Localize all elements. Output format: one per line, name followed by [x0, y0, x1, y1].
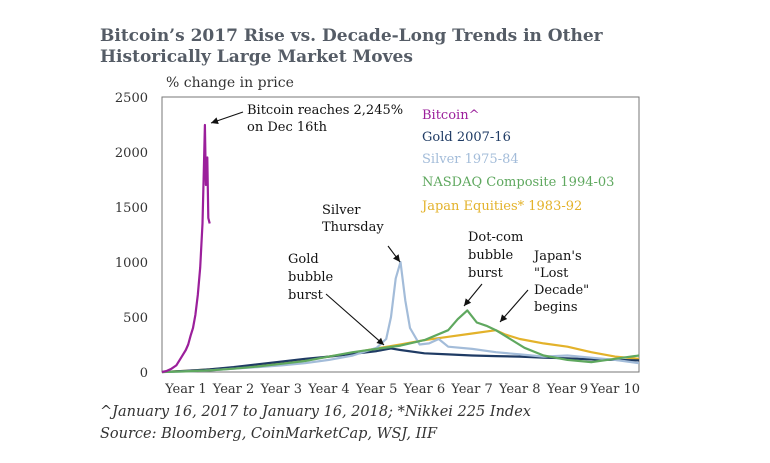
legend: Bitcoin^ Gold 2007-16 Silver 1975-84 NASDAQ… [420, 108, 614, 214]
annotation-text: burst [468, 266, 504, 281]
annotation-arrow [325, 293, 385, 346]
x-axis-ticks: Year 1 Year 2 Year 3 Year 4 Year 5 Year 6 Year… [164, 382, 640, 397]
y-tick-label: 2000 [115, 146, 148, 161]
annotation-arrowhead [393, 254, 400, 262]
annotation-arrowhead [376, 337, 384, 345]
annotation-text: Japan's [532, 249, 582, 264]
annotation-text: on Dec 16th [247, 120, 328, 135]
y-tick-label: 2500 [115, 91, 148, 106]
annotation-arrowhead [464, 298, 472, 306]
annotation-text: "Lost [534, 266, 569, 281]
x-tick-label: Year 3 [259, 382, 302, 397]
y-axis-unit-label: % change in price [166, 75, 294, 91]
legend-entry: Japan Equities* 1983-92 [420, 199, 582, 214]
source-note: Source: Bloomberg, CoinMarketCap, WSJ, I… [100, 426, 438, 442]
x-tick-label: Year 7 [450, 382, 493, 397]
y-tick-label: 0 [140, 366, 148, 381]
legend-entry: Silver 1975-84 [422, 152, 519, 167]
x-tick-label: Year 6 [403, 382, 446, 397]
y-tick-label: 500 [123, 311, 148, 326]
annotation-text: Decade" [534, 283, 589, 298]
y-axis-ticks: 0 500 1000 1500 2000 2500 [115, 91, 148, 381]
annotation-text: Silver [322, 203, 361, 218]
series-line [161, 309, 640, 374]
plot-frame [161, 96, 640, 373]
annotation-arrowhead [211, 117, 219, 125]
x-tick-label: Year 8 [498, 382, 541, 397]
annotation-text: Dot-com [468, 230, 523, 245]
x-tick-label: Year 4 [307, 382, 350, 397]
annotation-text: Thursday [322, 220, 384, 235]
legend-entry: Bitcoin^ [422, 108, 479, 123]
x-tick-label: Year 9 [546, 382, 589, 397]
annotation-text: begins [534, 300, 578, 315]
chart-title: Bitcoin’s 2017 Rise vs. Decade-Long Tren… [100, 26, 603, 67]
x-tick-label: Year 5 [355, 382, 398, 397]
y-tick-label: 1000 [115, 256, 148, 271]
annotation-arrow [499, 289, 529, 323]
annotation-text: bubble [288, 270, 333, 285]
annotation-text: bubble [468, 248, 513, 263]
x-tick-label: Year 2 [212, 382, 255, 397]
y-tick-label: 1500 [115, 201, 148, 216]
x-tick-label: Year 1 [164, 382, 207, 397]
annotations-group: Bitcoin reaches 2,245% on Dec 16th Silver T… [210, 103, 589, 346]
legend-entry: NASDAQ Composite 1994-03 [422, 175, 614, 190]
annotation-text: Gold [288, 252, 319, 267]
x-tick-label: Year 10 [589, 382, 640, 397]
annotation-arrowhead [500, 314, 508, 322]
series-line [161, 123, 211, 374]
annotation-text: Bitcoin reaches 2,245% [247, 103, 403, 118]
series-group [161, 123, 640, 374]
footnote: ^January 16, 2017 to January 16, 2018; *… [100, 404, 531, 420]
legend-entry: Gold 2007-16 [422, 130, 511, 145]
annotation-text: burst [288, 288, 324, 303]
